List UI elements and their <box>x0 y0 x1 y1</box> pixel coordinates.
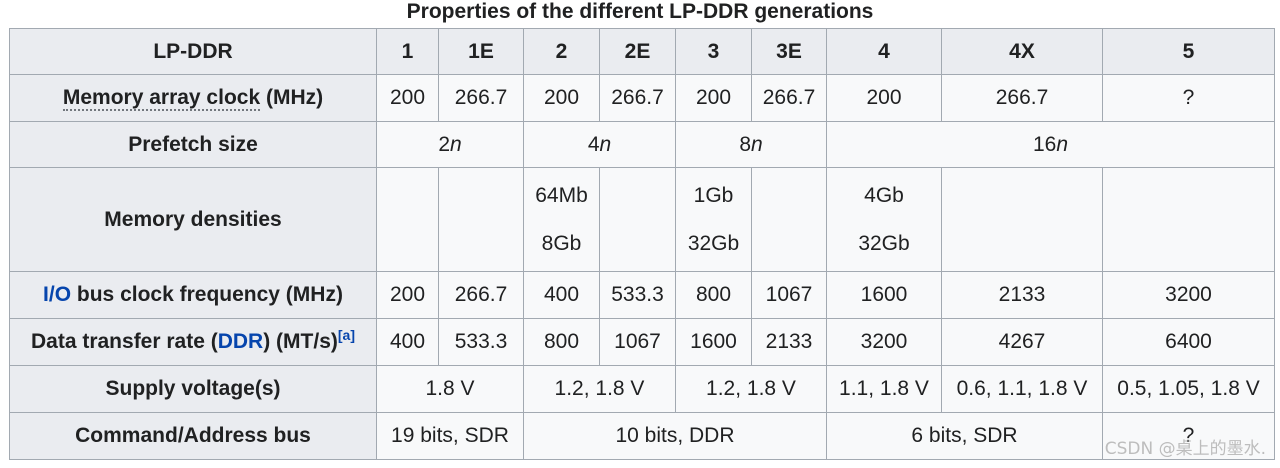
header-gen-1: 1 <box>376 28 439 75</box>
header-gen-3e: 3E <box>751 28 827 75</box>
table-cell: 19 bits, SDR <box>376 412 524 460</box>
row-label: Memory array clock (MHz) <box>9 74 377 122</box>
table-cell <box>376 167 439 272</box>
table-caption: Properties of the different LP-DDR gener… <box>406 0 874 23</box>
lpddr-generations-table: LP-DDR 1 1E 2 2E 3 3E 4 4X 5 Memory arra… <box>9 28 1275 460</box>
header-row: LP-DDR 1 1E 2 2E 3 3E 4 4X 5 <box>9 28 1275 75</box>
table-cell <box>438 167 524 272</box>
table-cell <box>751 167 827 272</box>
header-gen-2e: 2E <box>599 28 676 75</box>
table-cell: ? <box>1102 74 1275 122</box>
table-cell: 4267 <box>941 318 1103 366</box>
footnote-a-link[interactable]: [a] <box>337 327 355 343</box>
header-gen-5: 5 <box>1102 28 1275 75</box>
table-cell: 4Gb 32Gb <box>826 167 942 272</box>
table-cell: 200 <box>826 74 942 122</box>
table-cell <box>1102 167 1275 272</box>
table-cell: 266.7 <box>438 271 524 319</box>
label-suffix: bus clock frequency (MHz) <box>71 283 343 306</box>
table-cell: 16n <box>826 121 1275 168</box>
io-link[interactable]: I/O <box>43 283 72 306</box>
watermark: CSDN @桌上的墨水. <box>1104 439 1266 459</box>
row-supply-voltage: Supply voltage(s) 1.8 V 1.2, 1.8 V 1.2, … <box>9 365 1275 413</box>
table-cell: 800 <box>523 318 600 366</box>
row-label: Memory densities <box>9 167 377 272</box>
table-cell: 64Mb 8Gb <box>523 167 600 272</box>
row-memory-densities: Memory densities 64Mb 8Gb 1Gb 32Gb 4Gb 32Gb <box>9 167 1275 272</box>
table-cell: 3200 <box>826 318 942 366</box>
table-cell: 2133 <box>941 271 1103 319</box>
table-cell: 6400 <box>1102 318 1275 366</box>
table-cell: 200 <box>376 271 439 319</box>
table-cell: 266.7 <box>941 74 1103 122</box>
table-cell: 1067 <box>751 271 827 319</box>
header-gen-1e: 1E <box>438 28 524 75</box>
table-cell: 3200 <box>1102 271 1275 319</box>
header-lp-ddr: LP-DDR <box>9 28 377 75</box>
row-label: Command/Address bus <box>9 412 377 460</box>
table-cell: 0.5, 1.05, 1.8 V <box>1102 365 1275 413</box>
table-cell: 1067 <box>599 318 676 366</box>
row-prefetch-size: Prefetch size 2n 4n 8n 16n <box>9 121 1275 168</box>
table-cell: 10 bits, DDR <box>523 412 827 460</box>
table-cell: 266.7 <box>751 74 827 122</box>
table-cell: 2n <box>376 121 524 168</box>
table-cell: 1Gb 32Gb <box>675 167 752 272</box>
table-cell: ? <box>1102 412 1275 460</box>
row-data-transfer-rate: Data transfer rate (DDR) (MT/s)[a] 400 5… <box>9 318 1275 366</box>
row-label: Prefetch size <box>9 121 377 168</box>
table-cell: 266.7 <box>599 74 676 122</box>
header-gen-4x: 4X <box>941 28 1103 75</box>
table-cell: 200 <box>523 74 600 122</box>
table-cell: 4n <box>523 121 676 168</box>
table-cell <box>599 167 676 272</box>
row-label: Data transfer rate (DDR) (MT/s)[a] <box>9 318 377 366</box>
label-suffix: (MHz) <box>260 86 324 109</box>
table-cell: 8n <box>675 121 827 168</box>
table-cell: 400 <box>376 318 439 366</box>
table-cell: 800 <box>675 271 752 319</box>
ddr-link[interactable]: DDR <box>217 330 264 353</box>
table-cell: 200 <box>675 74 752 122</box>
table-cell: 200 <box>376 74 439 122</box>
table-cell: 533.3 <box>438 318 524 366</box>
row-io-bus-clock: I/O bus clock frequency (MHz) 200 266.7 … <box>9 271 1275 319</box>
table-cell: 1.8 V <box>376 365 524 413</box>
table-cell: 2133 <box>751 318 827 366</box>
memory-array-clock-link[interactable]: Memory array clock <box>62 86 261 111</box>
header-gen-2: 2 <box>523 28 600 75</box>
table-cell: 1.2, 1.8 V <box>675 365 827 413</box>
row-label: I/O bus clock frequency (MHz) <box>9 271 377 319</box>
row-command-address-bus: Command/Address bus 19 bits, SDR 10 bits… <box>9 412 1275 460</box>
table-cell: 1.1, 1.8 V <box>826 365 942 413</box>
table-cell: 6 bits, SDR <box>826 412 1103 460</box>
row-label: Supply voltage(s) <box>9 365 377 413</box>
header-gen-3: 3 <box>675 28 752 75</box>
table-cell: 1600 <box>675 318 752 366</box>
header-gen-4: 4 <box>826 28 942 75</box>
table-cell: 0.6, 1.1, 1.8 V <box>941 365 1103 413</box>
table-cell: 266.7 <box>438 74 524 122</box>
table-cell: 533.3 <box>599 271 676 319</box>
table-cell: 1.2, 1.8 V <box>523 365 676 413</box>
table-cell <box>941 167 1103 272</box>
table-cell: 1600 <box>826 271 942 319</box>
table-cell: 400 <box>523 271 600 319</box>
row-memory-array-clock: Memory array clock (MHz) 200 266.7 200 2… <box>9 74 1275 122</box>
